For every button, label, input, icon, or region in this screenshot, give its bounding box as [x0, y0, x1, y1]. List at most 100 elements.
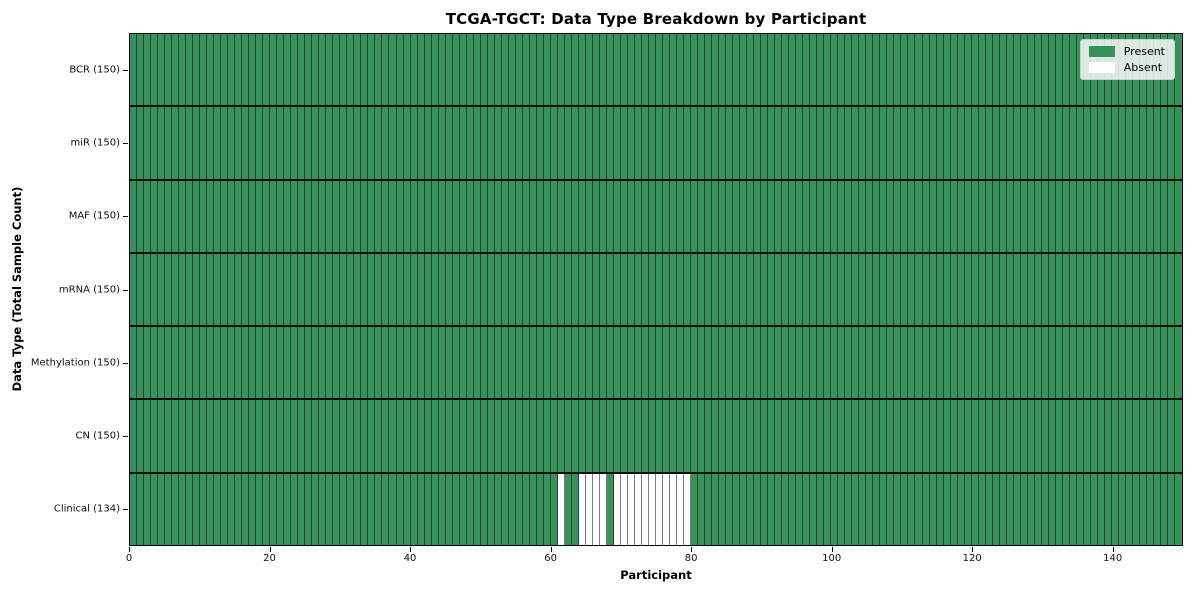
heatmap-cell	[186, 107, 194, 179]
heatmap-cell	[319, 400, 327, 472]
heatmap-cell	[887, 253, 895, 326]
heatmap-cell	[186, 473, 194, 545]
heatmap-cell	[473, 253, 481, 326]
heatmap-cell	[151, 400, 159, 472]
heatmap-cell	[277, 473, 285, 545]
heatmap-cell	[838, 180, 846, 252]
heatmap-cell	[193, 180, 201, 252]
heatmap-cell	[761, 327, 769, 399]
heatmap-cell	[424, 107, 432, 179]
heatmap-cell	[508, 34, 516, 106]
heatmap-cell	[144, 473, 152, 545]
heatmap-cell	[536, 34, 544, 106]
heatmap-cell	[382, 327, 390, 399]
heatmap-cell	[585, 253, 593, 326]
heatmap-cell	[712, 253, 720, 326]
heatmap-cell	[873, 400, 881, 472]
heatmap-cell	[214, 107, 222, 179]
heatmap-cell	[354, 34, 362, 106]
heatmap-cell	[1020, 473, 1028, 545]
legend-label-present: Present	[1123, 45, 1165, 58]
heatmap-cell	[677, 400, 685, 472]
y-tick-label-clinical: Clinical (134)	[53, 503, 120, 515]
heatmap-cell	[1006, 327, 1014, 399]
heatmap-cell	[641, 400, 649, 472]
heatmap-cell	[1132, 107, 1140, 179]
heatmap-cell	[599, 400, 607, 472]
heatmap-cell	[228, 253, 236, 326]
heatmap-cell	[831, 180, 839, 252]
heatmap-cell	[824, 107, 832, 179]
heatmap-cell	[165, 180, 173, 252]
heatmap-cell	[494, 327, 502, 399]
heatmap-cell	[971, 253, 979, 326]
heatmap-cell	[824, 400, 832, 472]
heatmap-cell	[929, 327, 937, 399]
heatmap-cell	[186, 180, 194, 252]
heatmap-cell	[782, 327, 790, 399]
heatmap-cell	[207, 327, 215, 399]
heatmap-cell	[1048, 107, 1056, 179]
heatmap-cell	[277, 400, 285, 472]
heatmap-cell	[641, 473, 649, 545]
heatmap-cell	[634, 253, 642, 326]
heatmap-cell	[684, 34, 692, 106]
heatmap-cell	[207, 107, 215, 179]
heatmap-cell	[1139, 180, 1147, 252]
heatmap-cell	[1006, 400, 1014, 472]
heatmap-cell	[564, 107, 572, 179]
heatmap-cell	[193, 34, 201, 106]
heatmap-cell	[284, 253, 292, 326]
heatmap-cell	[1174, 107, 1182, 179]
heatmap-cell	[1055, 180, 1063, 252]
heatmap-cell	[1041, 400, 1049, 472]
heatmap-cell	[705, 34, 713, 106]
heatmap-cell	[1062, 253, 1070, 326]
heatmap-cell	[1027, 327, 1035, 399]
y-tick-label-mir: miR (150)	[70, 137, 120, 149]
heatmap-cell	[663, 180, 671, 252]
heatmap-cell	[599, 253, 607, 326]
heatmap-cell	[424, 327, 432, 399]
heatmap-cell	[410, 107, 418, 179]
heatmap-cell	[803, 107, 811, 179]
heatmap-cell	[277, 107, 285, 179]
heatmap-cell	[775, 107, 783, 179]
heatmap-cell	[894, 34, 902, 106]
heatmap-cell	[130, 34, 137, 106]
heatmap-cell	[606, 107, 614, 179]
heatmap-cell	[1153, 107, 1161, 179]
y-tick-label-cn: CN (150)	[75, 430, 120, 442]
heatmap-cell	[719, 473, 727, 545]
heatmap-cell	[186, 253, 194, 326]
heatmap-cell	[354, 400, 362, 472]
heatmap-cell	[754, 473, 762, 545]
heatmap-cell	[957, 253, 965, 326]
heatmap-cell	[515, 107, 523, 179]
heatmap-cell	[761, 400, 769, 472]
heatmap-cell	[922, 34, 930, 106]
heatmap-cell	[957, 180, 965, 252]
heatmap-cell	[396, 400, 404, 472]
heatmap-cell	[410, 34, 418, 106]
heatmap-cell	[410, 400, 418, 472]
heatmap-cell	[235, 34, 243, 106]
heatmap-cell	[431, 400, 439, 472]
heatmap-cell	[873, 253, 881, 326]
heatmap-cell	[403, 34, 411, 106]
heatmap-cell	[424, 34, 432, 106]
heatmap-cell	[340, 253, 348, 326]
heatmap-cell	[501, 473, 509, 545]
heatmap-cell	[880, 327, 888, 399]
heatmap-cell	[354, 253, 362, 326]
heatmap-cell	[151, 253, 159, 326]
heatmap-cell	[796, 473, 804, 545]
heatmap-cell	[284, 473, 292, 545]
heatmap-cell	[887, 473, 895, 545]
heatmap-cell	[971, 327, 979, 399]
x-tick-label: 40	[403, 553, 417, 564]
heatmap-cell	[312, 400, 320, 472]
x-tick-label: 20	[263, 553, 276, 564]
heatmap-cell	[950, 400, 958, 472]
heatmap-cell	[396, 180, 404, 252]
